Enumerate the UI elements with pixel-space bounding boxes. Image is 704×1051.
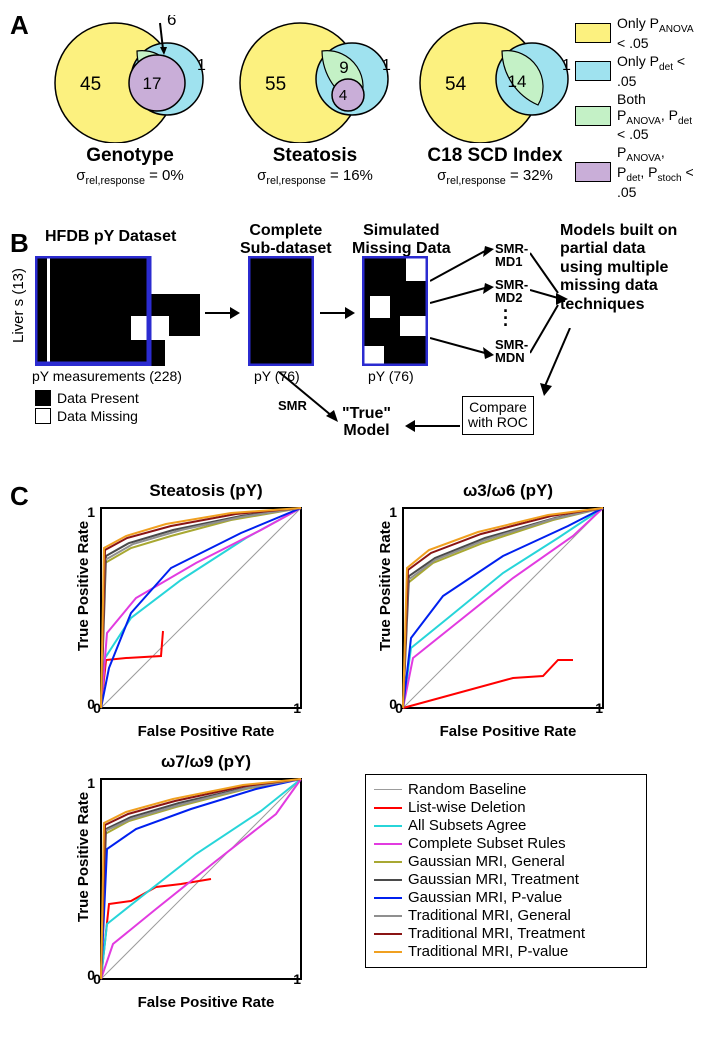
b-matrix-full xyxy=(35,256,200,366)
compare-box: Compare with ROC xyxy=(462,396,534,435)
svg-text:1: 1 xyxy=(562,57,571,74)
panel-a-legend: Only PANOVA < .05Only Pdet < .05Both PAN… xyxy=(575,15,694,202)
smr-mdn: SMR- MDN xyxy=(495,338,528,364)
svg-text:6: 6 xyxy=(167,15,176,29)
dots-icon: ··· xyxy=(503,308,509,330)
svg-text:9: 9 xyxy=(339,58,348,77)
svg-text:1: 1 xyxy=(87,775,95,791)
arrow-icon xyxy=(405,416,465,436)
venn-genotype: 45 17 1 6 Genotype σrel,response = 0% xyxy=(40,15,220,205)
panel-c-legend: Random BaselineList-wise DeletionAll Sub… xyxy=(365,774,647,968)
svg-text:17: 17 xyxy=(143,74,162,93)
smr-md1: SMR- MD1 xyxy=(495,242,528,268)
b-legend: Data Present Data Missing xyxy=(35,390,139,424)
smr-label: SMR xyxy=(278,398,307,413)
svg-text:54: 54 xyxy=(445,74,467,95)
venn-c18-scd-index: 54 14 1 C18 SCD Index σrel,response = 32… xyxy=(405,15,585,205)
b-matrix-simulated xyxy=(362,256,428,366)
svg-text:0: 0 xyxy=(87,967,95,983)
svg-text:45: 45 xyxy=(80,74,101,95)
b-title-models: Models built on partial data using multi… xyxy=(560,222,677,314)
arrow-icon xyxy=(320,303,355,323)
b-matrix-complete xyxy=(248,256,314,366)
arrow-icon xyxy=(540,328,580,398)
panel-c: C Steatosis (pY) True Positive Rate 0 1 … xyxy=(10,481,694,1023)
panel-a-label: A xyxy=(10,10,29,41)
svg-text:1: 1 xyxy=(293,971,301,987)
svg-text:0: 0 xyxy=(389,696,397,712)
roc-chart-2: ω7/ω9 (pY) True Positive Rate 0 1 1 0 Fa… xyxy=(61,752,351,1011)
roc-chart-0: Steatosis (pY) True Positive Rate 0 1 1 … xyxy=(61,481,351,740)
svg-text:55: 55 xyxy=(265,74,286,95)
arrow-icon xyxy=(205,303,240,323)
b-axis-x1: pY measurements (228) xyxy=(32,368,182,384)
venn-steatosis: 55 9 4 1 Steatosis σrel,response = 16% xyxy=(225,15,405,205)
svg-text:1: 1 xyxy=(87,504,95,520)
b-axis-x3: pY (76) xyxy=(368,368,414,384)
b-axis-y: Liver s (13) xyxy=(10,268,27,343)
panel-b-label: B xyxy=(10,228,29,259)
svg-text:1: 1 xyxy=(293,700,301,716)
b-title-complete: Complete Sub-dataset xyxy=(240,222,332,257)
svg-text:14: 14 xyxy=(508,72,527,91)
svg-text:1: 1 xyxy=(382,57,391,74)
svg-text:1: 1 xyxy=(197,57,206,74)
smr-md2: SMR- MD2 xyxy=(495,278,528,304)
true-model: "True" Model xyxy=(342,406,391,440)
panel-b: B HFDB pY Dataset Complete Sub-dataset S… xyxy=(10,228,694,463)
svg-text:1: 1 xyxy=(389,504,397,520)
svg-text:0: 0 xyxy=(87,696,95,712)
b-title-dataset: HFDB pY Dataset xyxy=(45,228,176,246)
svg-text:4: 4 xyxy=(339,87,347,104)
roc-chart-1: ω3/ω6 (pY) True Positive Rate 0 1 1 0 Fa… xyxy=(363,481,653,740)
panel-a: A 45 17 1 6 Genotype σrel,response = 0% … xyxy=(10,10,694,210)
panel-c-label: C xyxy=(10,481,29,512)
svg-text:1: 1 xyxy=(595,700,603,716)
